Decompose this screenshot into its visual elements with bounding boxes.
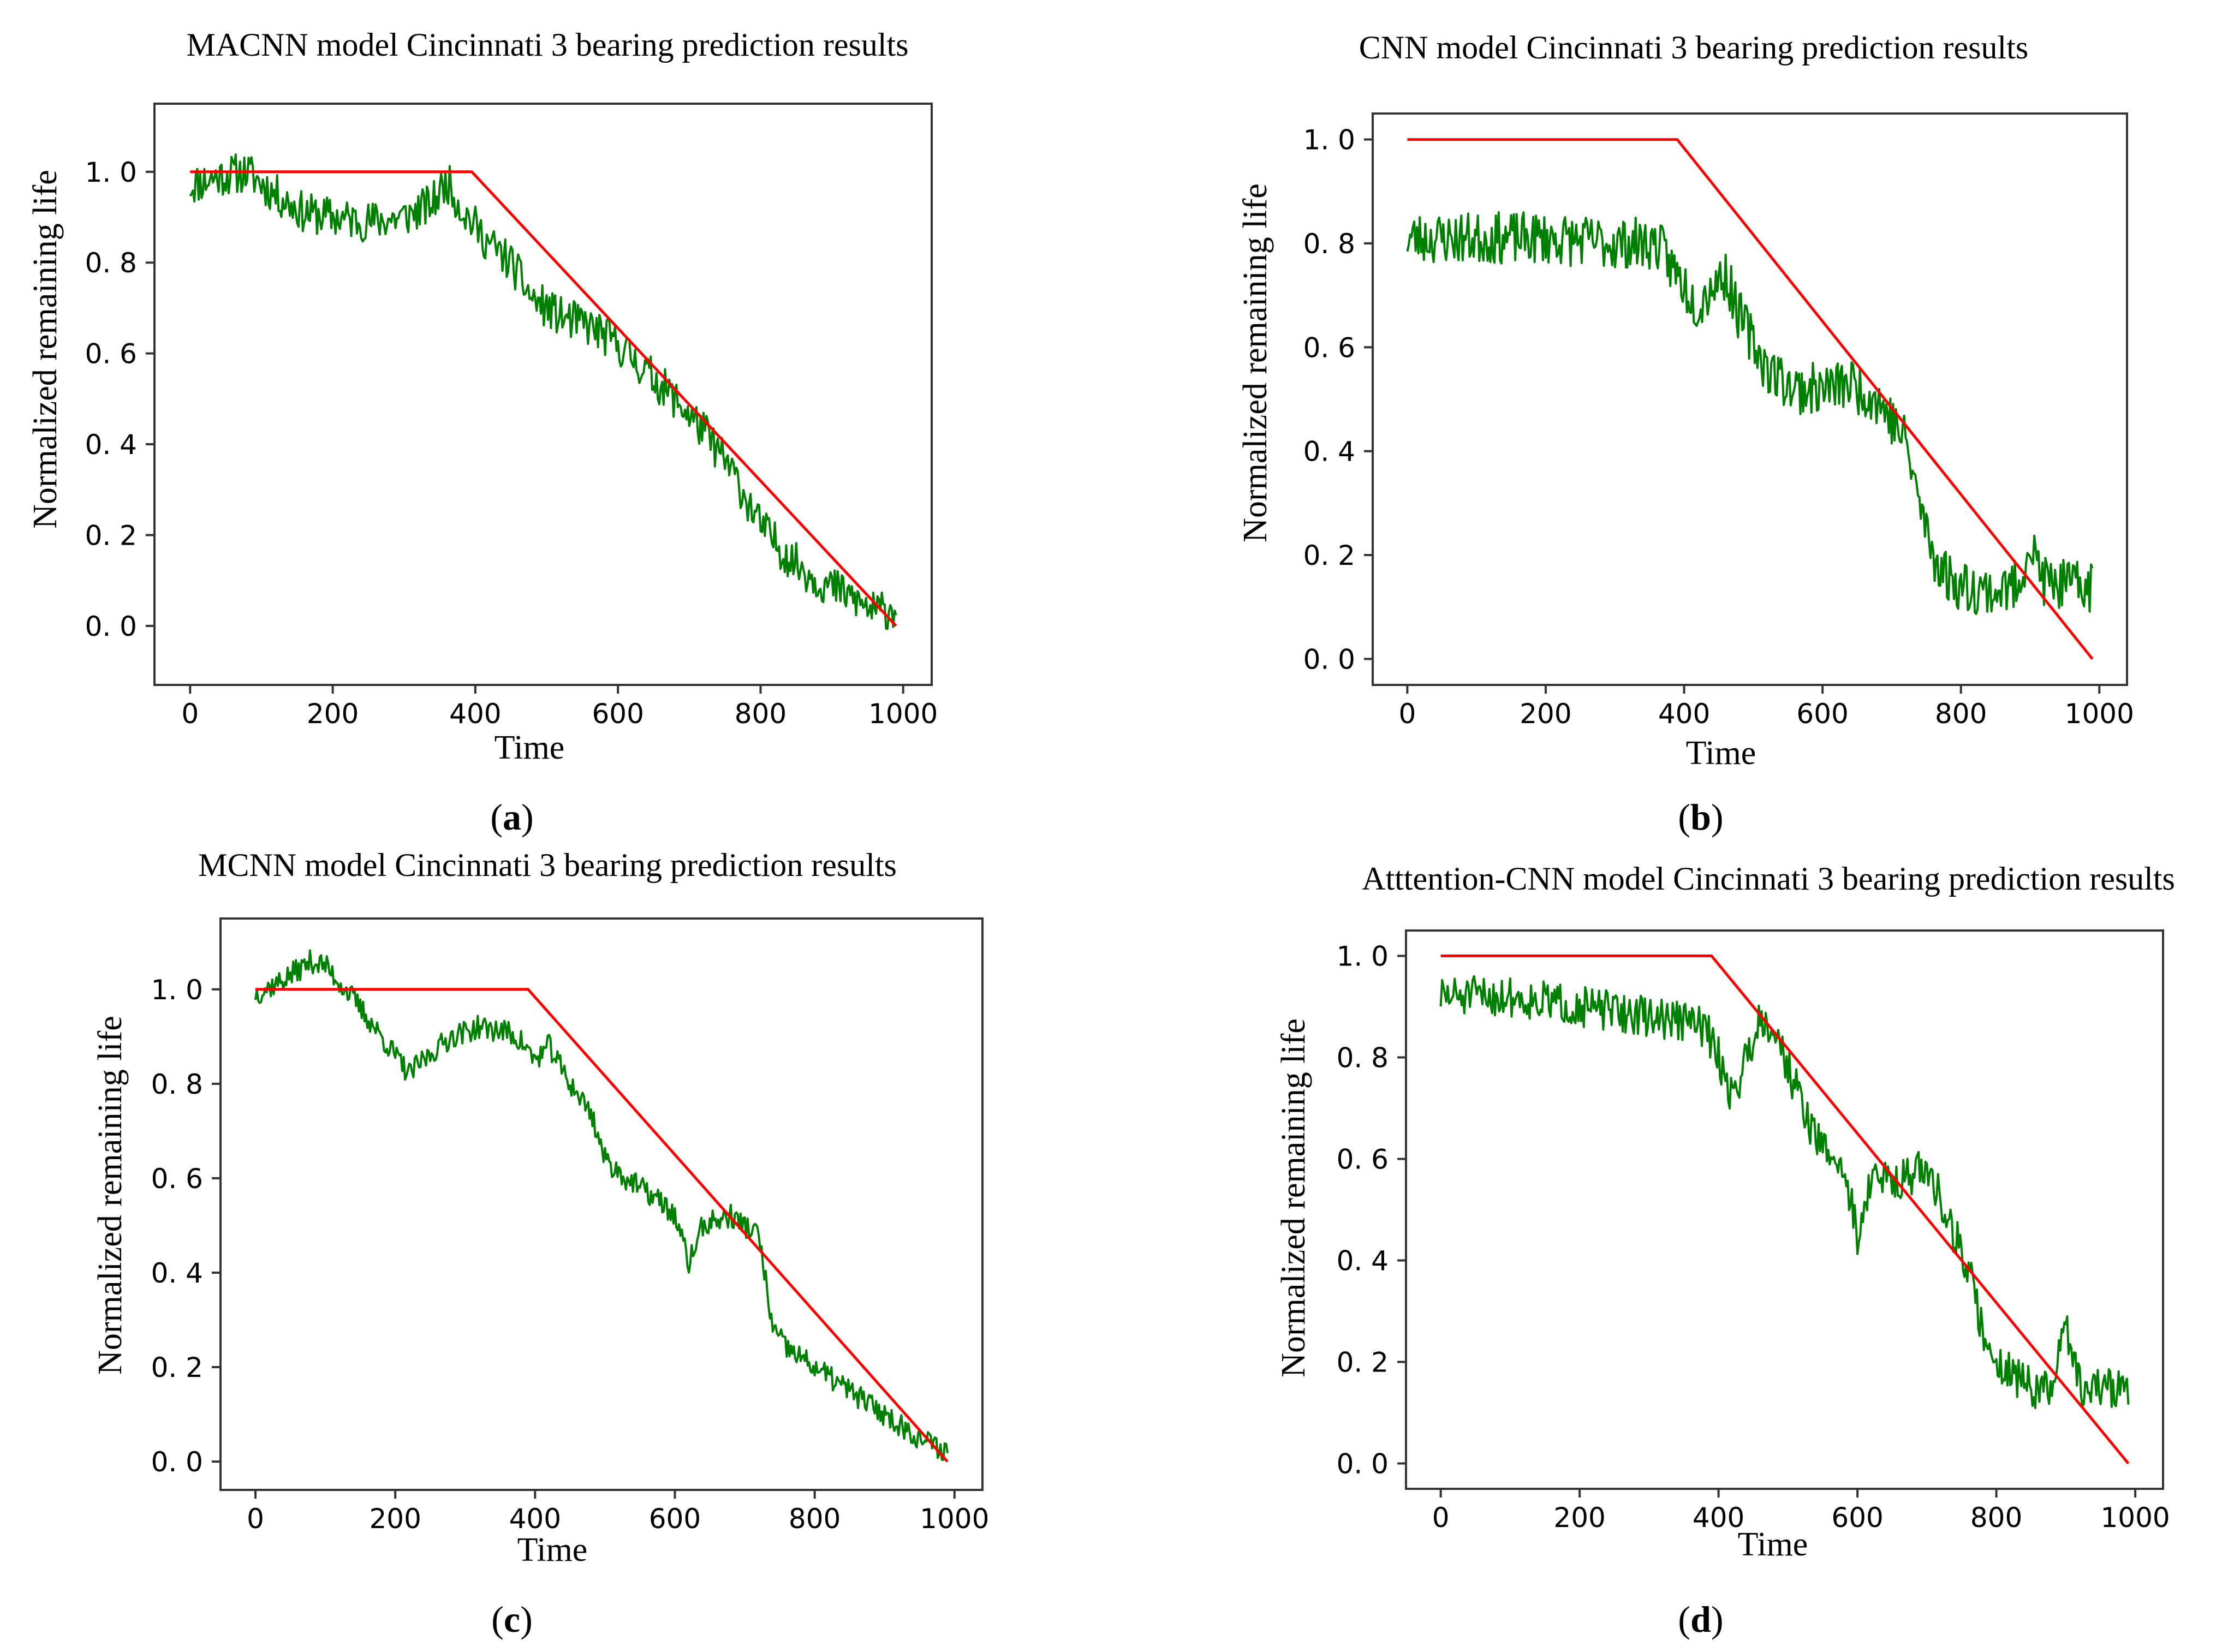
panel-b-title: CNN model Cincinnati 3 bearing predictio… bbox=[1359, 29, 2028, 65]
x-tick-label: 1000 bbox=[920, 1503, 989, 1535]
x-tick-label: 0 bbox=[181, 698, 199, 730]
x-tick-label: 800 bbox=[735, 698, 787, 730]
plot-frame bbox=[1405, 929, 2164, 1490]
panel-a-ylabel: Normalized remaining life bbox=[27, 170, 64, 529]
y-tick-label: 1. 0 bbox=[1337, 941, 1389, 973]
actual-life-line bbox=[190, 170, 897, 627]
y-tick-label: 0. 4 bbox=[1303, 436, 1355, 468]
x-tick-label: 0 bbox=[1398, 698, 1416, 730]
x-tick-label: 400 bbox=[449, 698, 501, 730]
predicted-life-line bbox=[254, 949, 949, 1461]
panel-a-title: MACNN model Cincinnati 3 bearing predict… bbox=[186, 27, 908, 63]
y-tick-label: 0. 8 bbox=[85, 247, 137, 279]
predicted-life-line bbox=[1439, 975, 2130, 1409]
panel-c-xlabel: Time bbox=[517, 1531, 588, 1568]
x-tick-label: 600 bbox=[1796, 698, 1848, 730]
panel-d-ylabel: Normalized remaining life bbox=[1275, 1018, 1312, 1377]
panel-c-ylabel: Normalized remaining life bbox=[92, 1016, 129, 1375]
plot-frame bbox=[153, 103, 933, 686]
panel-b: CNN model Cincinnati 3 bearing predictio… bbox=[1237, 29, 2134, 838]
panel-c: MCNN model Cincinnati 3 bearing predicti… bbox=[92, 847, 989, 1640]
panel-b-plot: 0 200 400 600 800 1000 0. 0 0. 2 0. 4 0. 6 0. 8 1. … bbox=[1303, 112, 2134, 730]
y-tick-label: 0. 6 bbox=[85, 338, 137, 370]
actual-life-line bbox=[255, 988, 949, 1463]
x-tick-label: 800 bbox=[1970, 1502, 2022, 1534]
panel-c-caption: (c) bbox=[491, 1599, 533, 1640]
x-tick-label: 800 bbox=[789, 1503, 841, 1535]
x-tick-label: 200 bbox=[1553, 1502, 1605, 1534]
panel-d-caption: (d) bbox=[1678, 1599, 1723, 1640]
panel-d: Atttention-CNN model Cincinnati 3 bearin… bbox=[1275, 861, 2175, 1640]
x-tick-label: 1000 bbox=[2065, 698, 2134, 730]
panel-d-plot: 0 200 400 600 800 1000 0. 0 0. 2 0. 4 0. 6 0. 8 1. … bbox=[1337, 929, 2170, 1534]
y-tick-label: 0. 4 bbox=[151, 1257, 203, 1289]
y-tick-label: 0. 4 bbox=[85, 429, 137, 461]
panel-c-plot: 0 200 400 600 800 1000 0. 0 0. 2 0. 4 0. 6 0. 8 1. … bbox=[151, 917, 989, 1535]
x-tick-label: 600 bbox=[1831, 1502, 1883, 1534]
x-tick-label: 600 bbox=[649, 1503, 701, 1535]
x-tick-label: 1000 bbox=[868, 698, 938, 730]
plot-frame bbox=[219, 917, 984, 1491]
y-tick-label: 0. 0 bbox=[85, 611, 137, 642]
x-tick-label: 400 bbox=[1693, 1502, 1744, 1534]
panel-b-xlabel: Time bbox=[1686, 735, 1756, 772]
x-tick-label: 400 bbox=[1658, 698, 1710, 730]
x-tick-label: 0 bbox=[247, 1503, 264, 1535]
panel-a-caption-letter: a bbox=[503, 796, 521, 838]
x-tick-label: 200 bbox=[1520, 698, 1571, 730]
y-tick-label: 0. 2 bbox=[151, 1352, 203, 1383]
y-tick-label: 0. 2 bbox=[85, 520, 137, 551]
panel-b-caption-letter: b bbox=[1690, 796, 1711, 838]
y-tick-label: 0. 8 bbox=[1337, 1042, 1389, 1074]
actual-life-line bbox=[1440, 955, 2130, 1465]
y-tick-label: 0. 2 bbox=[1337, 1347, 1389, 1379]
y-tick-label: 0. 6 bbox=[151, 1163, 203, 1195]
panel-d-caption-letter: d bbox=[1690, 1599, 1711, 1640]
panel-b-ylabel: Normalized remaining life bbox=[1237, 183, 1274, 542]
y-tick-label: 1. 0 bbox=[85, 157, 137, 188]
panel-d-xlabel: Time bbox=[1738, 1526, 1808, 1563]
x-tick-label: 200 bbox=[369, 1503, 421, 1535]
x-tick-label: 800 bbox=[1935, 698, 1987, 730]
y-tick-label: 0. 4 bbox=[1337, 1245, 1389, 1277]
x-tick-label: 600 bbox=[592, 698, 644, 730]
y-tick-label: 0. 0 bbox=[1303, 643, 1355, 675]
panel-a-xlabel: Time bbox=[495, 729, 565, 766]
y-tick-label: 1. 0 bbox=[151, 974, 203, 1006]
y-tick-label: 0. 0 bbox=[151, 1446, 203, 1478]
panel-d-title: Atttention-CNN model Cincinnati 3 bearin… bbox=[1362, 861, 2175, 897]
x-tick-label: 1000 bbox=[2100, 1502, 2170, 1534]
y-tick-label: 0. 8 bbox=[151, 1069, 203, 1100]
y-tick-label: 0. 6 bbox=[1337, 1144, 1389, 1176]
plot-frame bbox=[1372, 112, 2128, 686]
panel-a-plot: 0 200 400 600 800 1000 0. 0 0. 2 0. 4 0. 6 0. 8 1. … bbox=[85, 103, 938, 730]
actual-life-line bbox=[1407, 138, 2094, 660]
x-tick-label: 0 bbox=[1432, 1502, 1450, 1534]
x-tick-label: 200 bbox=[307, 698, 359, 730]
x-tick-label: 400 bbox=[509, 1503, 561, 1535]
panel-b-caption: (b) bbox=[1678, 796, 1723, 838]
y-tick-label: 0. 0 bbox=[1337, 1448, 1389, 1480]
panel-c-caption-letter: c bbox=[504, 1599, 520, 1640]
y-tick-label: 0. 2 bbox=[1303, 540, 1355, 571]
y-tick-label: 0. 6 bbox=[1303, 332, 1355, 363]
panel-a-caption: (a) bbox=[490, 796, 533, 838]
predicted-life-line bbox=[1406, 211, 2094, 615]
panel-a: MACNN model Cincinnati 3 bearing predict… bbox=[27, 27, 938, 838]
predicted-life-line bbox=[189, 153, 897, 630]
panel-c-title: MCNN model Cincinnati 3 bearing predicti… bbox=[198, 847, 897, 883]
y-tick-label: 1. 0 bbox=[1303, 124, 1355, 156]
y-tick-label: 0. 8 bbox=[1303, 228, 1355, 260]
